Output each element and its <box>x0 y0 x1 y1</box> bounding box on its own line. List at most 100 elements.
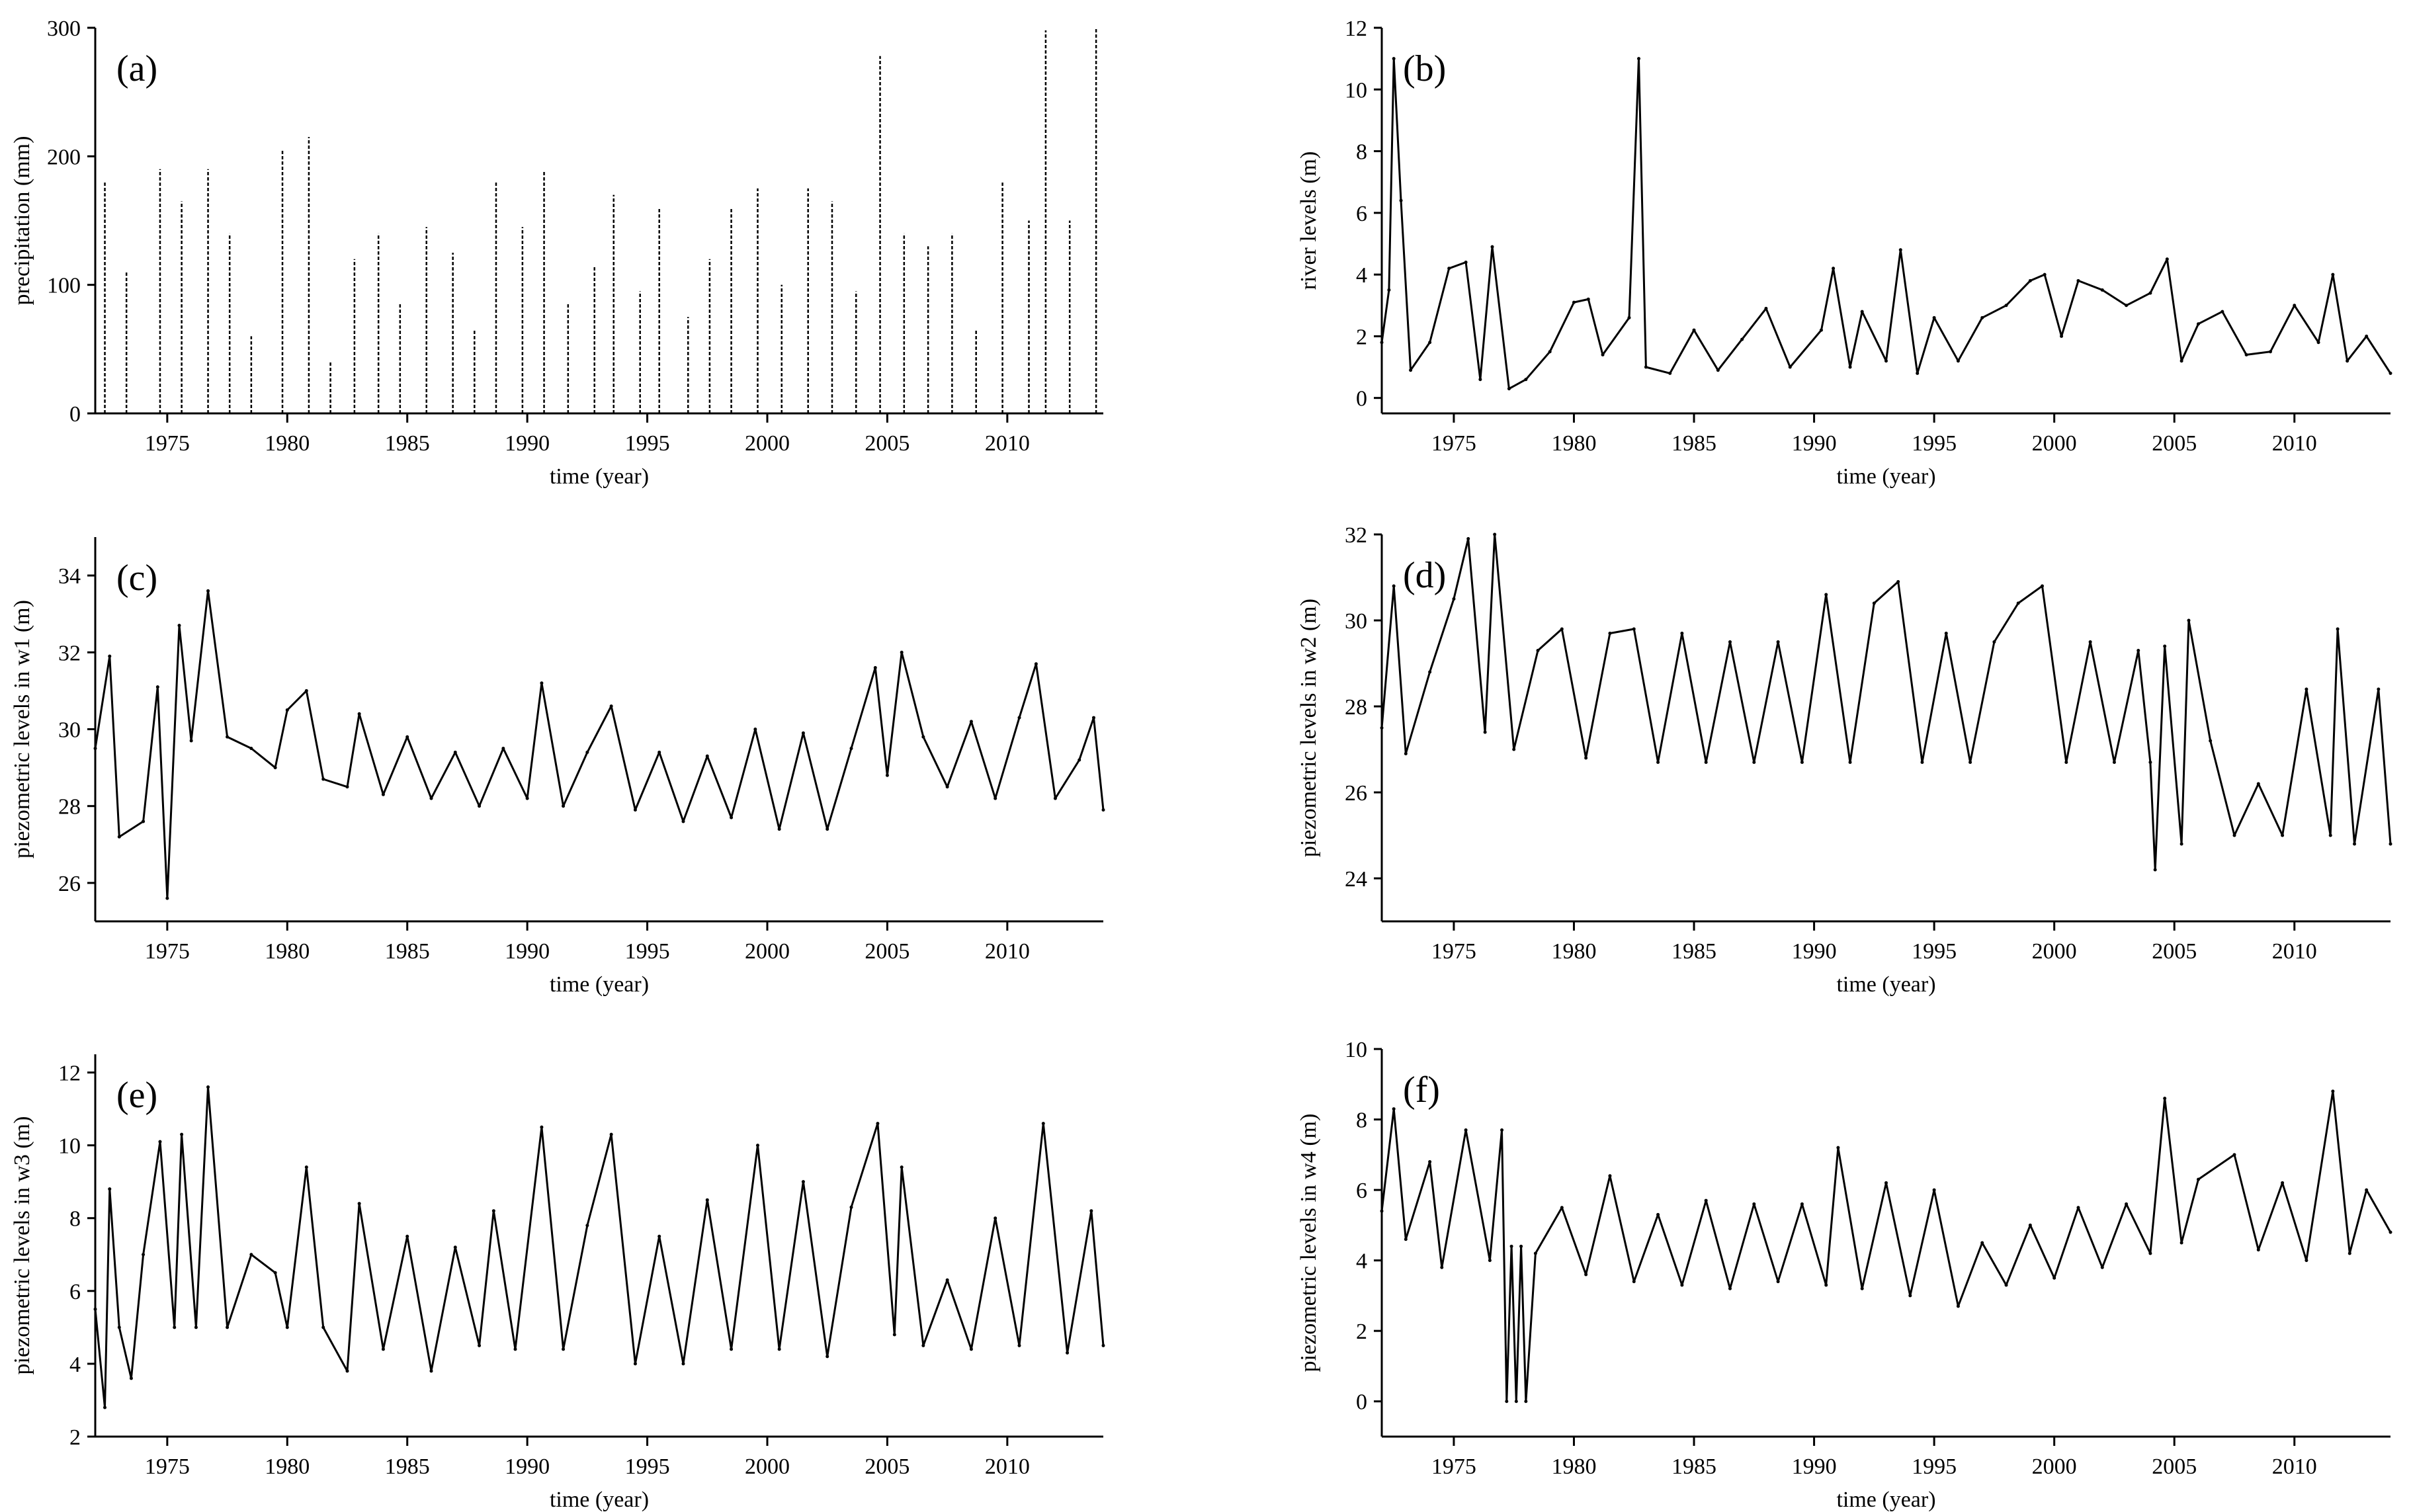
data-point <box>1764 306 1768 310</box>
data-point <box>321 777 325 781</box>
y-axis-title: piezometric levels in w3 (m) <box>10 1116 34 1375</box>
x-tick-label: 2000 <box>745 939 790 964</box>
data-point <box>2221 310 2224 314</box>
data-point <box>1608 1174 1612 1178</box>
data-point <box>1819 328 1823 332</box>
data-point <box>892 1333 896 1337</box>
x-tick-label: 2005 <box>865 1454 909 1479</box>
panel-b: 0 2 4 6 8 10 12 1975 1980 1985 1990 1995 2000 2005 201… <box>1296 17 2392 489</box>
data-point <box>1560 627 1564 631</box>
x-tick-label: 2005 <box>865 431 909 456</box>
data-point <box>103 1406 107 1409</box>
y-tick-label: 24 <box>1345 867 1367 892</box>
data-point <box>1536 649 1540 652</box>
data-point <box>478 804 482 808</box>
x-axis-title: time (year) <box>550 972 649 997</box>
data-point <box>2028 278 2032 282</box>
data-point <box>1656 761 1660 764</box>
data-point <box>657 750 661 754</box>
data-point <box>540 681 544 685</box>
data-point <box>2076 278 2080 282</box>
x-axis-title: time (year) <box>1836 464 1935 489</box>
x-tick-label: 1975 <box>1431 939 1476 964</box>
data-point <box>129 1376 133 1380</box>
data-point <box>562 804 566 808</box>
x-tick-label: 1975 <box>145 1454 190 1479</box>
data-point <box>1041 1122 1045 1126</box>
y-tick-label: 300 <box>47 17 81 41</box>
x-tick-label: 1985 <box>1671 431 1716 456</box>
x-tick-label: 1995 <box>625 939 670 964</box>
data-point <box>2136 649 2140 652</box>
data-point <box>2165 257 2169 261</box>
data-point <box>165 896 169 900</box>
data-point <box>1956 359 1960 363</box>
data-point <box>2305 1259 2308 1263</box>
x-tick-label: 2005 <box>2152 939 2197 964</box>
panel-c: 26 28 30 32 34 1975 1980 1985 1990 1995 2000 2005 20… <box>10 537 1105 997</box>
data-point <box>1560 1206 1564 1210</box>
x-tick-label: 1990 <box>505 431 550 456</box>
panel-label: (f) <box>1403 1070 1440 1111</box>
data-point <box>2377 687 2381 691</box>
panel-f: 0 2 4 6 8 10 1975 1980 1985 1990 1995 2000 2005 2010 t… <box>1296 1038 2392 1512</box>
x-tick-label: 2005 <box>2152 431 2197 456</box>
data-point <box>453 1245 457 1249</box>
data-point <box>969 720 973 724</box>
data-point <box>849 747 853 751</box>
panel-d: 24 26 28 30 32 1975 1980 1985 1990 1995 2000 2005 20… <box>1296 523 2392 997</box>
data-point <box>1872 601 1876 605</box>
x-tick-label: 1985 <box>385 939 430 964</box>
data-point <box>1896 580 1900 583</box>
series-line <box>94 589 1105 900</box>
data-point <box>1860 1286 1864 1290</box>
data-point <box>1101 1343 1105 1347</box>
data-point <box>2112 761 2116 764</box>
x-tick-label: 1995 <box>1912 939 1957 964</box>
data-point <box>304 1165 308 1169</box>
data-point <box>2331 273 2335 276</box>
data-point <box>585 1224 589 1228</box>
data-point <box>873 666 877 670</box>
data-point <box>1832 267 1836 271</box>
data-point <box>108 1187 112 1191</box>
data-point <box>142 1253 146 1257</box>
data-point <box>1392 1107 1396 1111</box>
series-line <box>1380 58 2392 390</box>
data-point <box>1680 1283 1684 1287</box>
y-tick-label: 100 <box>47 274 81 298</box>
x-tick-label: 2000 <box>745 1454 790 1479</box>
y-tick-label: 6 <box>69 1280 81 1304</box>
data-point <box>1478 378 1482 382</box>
data-point <box>1380 726 1384 730</box>
data-point <box>1500 1128 1504 1132</box>
x-tick-label: 1980 <box>1551 939 1596 964</box>
data-point <box>189 739 193 743</box>
x-tick-label: 2010 <box>2272 939 2317 964</box>
data-point <box>1668 371 1672 375</box>
x-axis-title: time (year) <box>1836 1488 1935 1512</box>
data-point <box>1728 1286 1732 1290</box>
y-tick-label: 6 <box>1356 202 1367 226</box>
x-tick-label: 1985 <box>1671 1454 1716 1479</box>
data-point <box>681 1362 685 1366</box>
data-point <box>2232 1153 2236 1157</box>
data-point <box>921 735 925 739</box>
data-point <box>2004 304 2008 308</box>
data-point <box>2389 371 2392 375</box>
data-point <box>2281 833 2285 837</box>
data-point <box>1752 1202 1756 1206</box>
data-point <box>1493 532 1497 536</box>
data-point <box>525 796 529 800</box>
data-point <box>1704 761 1708 764</box>
data-point <box>609 1132 613 1136</box>
data-point <box>1524 378 1528 382</box>
x-tick-label: 1995 <box>1912 1454 1957 1479</box>
data-point <box>1788 365 1792 369</box>
data-point <box>206 1085 210 1089</box>
data-point <box>2179 842 2183 846</box>
data-point <box>173 1325 177 1329</box>
y-tick-label: 30 <box>1345 609 1367 634</box>
x-tick-label: 1980 <box>1551 431 1596 456</box>
y-tick-label: 200 <box>47 145 81 169</box>
